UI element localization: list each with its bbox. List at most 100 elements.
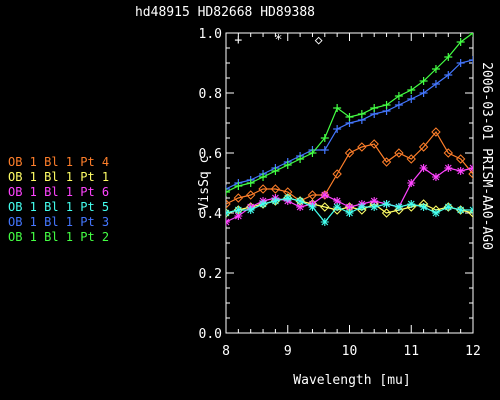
series-4 xyxy=(226,194,473,226)
y-tick-label: 0.0 xyxy=(199,327,222,342)
y-tick-label: 0.2 xyxy=(199,267,222,282)
legend-entry: OB 1 Bl 1 Pt 2 xyxy=(8,230,109,244)
data-point xyxy=(431,80,440,88)
data-point xyxy=(357,110,366,118)
data-point xyxy=(320,134,329,142)
data-point xyxy=(407,200,416,208)
data-point xyxy=(345,203,354,211)
y-tick-labels: 0.0 0.2 0.4 0.6 0.8 1.0 xyxy=(199,27,223,342)
data-point xyxy=(407,95,416,103)
calibrator-marker: * xyxy=(275,33,283,48)
data-point xyxy=(233,193,244,203)
data-point xyxy=(382,101,391,109)
data-point xyxy=(382,200,391,208)
data-point xyxy=(270,184,281,194)
side-date-label: 2006-03-01 PRISM-AA0-AG0 xyxy=(479,62,494,250)
legend-entry: OB 1 Bl 1 Pt 1 xyxy=(8,170,109,184)
data-point xyxy=(407,179,416,187)
data-point xyxy=(234,212,243,220)
data-point xyxy=(245,190,256,200)
data-point xyxy=(333,104,342,112)
data-point xyxy=(308,149,317,157)
data-point xyxy=(226,208,231,218)
data-point xyxy=(443,148,454,158)
data-point xyxy=(444,164,453,172)
x-tick-label: 9 xyxy=(284,344,292,359)
x-tick-label: 8 xyxy=(222,344,230,359)
legend-entry: OB 1 Bl 1 Pt 3 xyxy=(8,215,109,229)
data-point xyxy=(234,206,243,214)
data-point xyxy=(431,209,440,217)
data-point xyxy=(344,148,355,158)
series-layer xyxy=(226,33,473,226)
y-axis-label: VisSq c xyxy=(197,156,212,211)
series-1 xyxy=(226,127,473,209)
data-point xyxy=(234,182,243,190)
data-point xyxy=(333,125,342,133)
data-point xyxy=(258,184,268,194)
data-point xyxy=(394,148,404,158)
data-point xyxy=(419,89,428,97)
data-point xyxy=(320,218,329,226)
data-point xyxy=(296,155,305,163)
data-point xyxy=(419,203,428,211)
data-point xyxy=(394,203,403,211)
data-point xyxy=(431,173,440,181)
legend-entry: OB 1 Bl 1 Pt 6 xyxy=(8,185,109,199)
data-point xyxy=(320,202,330,212)
data-point xyxy=(444,203,453,211)
data-point xyxy=(406,202,416,212)
data-point xyxy=(431,127,441,137)
data-point xyxy=(320,191,329,199)
legend: OB 1 Bl 1 Pt 4OB 1 Bl 1 Pt 1OB 1 Bl 1 Pt… xyxy=(8,155,109,244)
data-point xyxy=(333,203,342,211)
data-point xyxy=(296,197,305,205)
data-point xyxy=(296,203,305,211)
x-tick-label: 10 xyxy=(342,344,358,359)
data-point xyxy=(455,154,466,164)
data-point xyxy=(357,203,366,211)
data-point xyxy=(259,173,268,181)
data-point xyxy=(406,154,416,164)
data-point xyxy=(333,197,342,205)
data-point xyxy=(345,113,354,121)
data-point xyxy=(271,197,280,205)
data-point xyxy=(369,139,379,149)
data-point xyxy=(381,157,392,167)
data-point xyxy=(370,203,379,211)
data-point xyxy=(468,169,473,179)
legend-entry: OB 1 Bl 1 Pt 5 xyxy=(8,200,109,214)
data-point xyxy=(419,77,428,85)
data-point xyxy=(226,185,230,193)
y-tick-label: 0.6 xyxy=(199,147,222,162)
x-axis-label: Wavelength [mu] xyxy=(293,373,410,388)
x-tick-labels: 8 9 10 11 12 xyxy=(222,344,481,359)
series-6 xyxy=(226,33,473,196)
data-point xyxy=(456,38,465,46)
data-point xyxy=(271,167,280,175)
y-tick-label: 1.0 xyxy=(199,27,222,42)
data-point xyxy=(394,101,403,109)
data-point xyxy=(246,206,255,214)
calibrator-markers: + * ◇ xyxy=(234,33,322,48)
data-point xyxy=(394,205,404,215)
data-point xyxy=(259,200,268,208)
y-tick-label: 0.4 xyxy=(199,207,223,222)
data-point xyxy=(469,56,473,64)
data-point xyxy=(226,188,230,196)
data-point xyxy=(444,71,453,79)
data-point xyxy=(370,197,379,205)
data-point xyxy=(320,146,329,154)
data-point xyxy=(345,209,354,217)
data-point xyxy=(307,190,318,200)
data-point xyxy=(456,59,465,67)
data-point xyxy=(468,208,473,218)
data-point xyxy=(283,161,292,169)
calibrator-marker: + xyxy=(234,33,242,48)
data-point xyxy=(444,53,453,61)
data-point xyxy=(357,142,367,152)
x-tick-label: 11 xyxy=(403,344,419,359)
data-point xyxy=(381,208,392,218)
data-point xyxy=(456,206,465,214)
